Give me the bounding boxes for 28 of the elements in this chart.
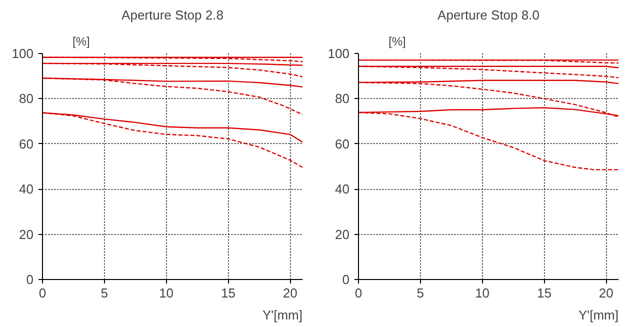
- x-tick-label: 15: [536, 286, 552, 300]
- y-tick-label: 80: [335, 91, 350, 106]
- x-tick-label: 15: [220, 286, 236, 300]
- y-axis-title: [%]: [388, 34, 406, 48]
- x-tick-label: 0: [38, 286, 46, 300]
- y-tick-label: 80: [19, 91, 34, 106]
- y-tick-label: 40: [19, 182, 34, 197]
- chart-title: Aperture Stop 8.0: [438, 8, 540, 22]
- y-tick-label: 20: [19, 226, 34, 242]
- x-axis-title: Y'[mm]: [262, 308, 303, 322]
- y-tick-label: 60: [19, 136, 34, 152]
- x-tick-label: 20: [282, 286, 298, 300]
- x-axis-title: Y'[mm]: [578, 308, 619, 322]
- chart-title: Aperture Stop 2.8: [122, 8, 224, 22]
- x-tick-label: 20: [598, 286, 614, 300]
- x-tick-label: 0: [354, 286, 362, 300]
- y-tick-label: 0: [26, 272, 34, 287]
- y-tick-label: 100: [12, 46, 34, 61]
- y-tick-label: 60: [335, 136, 350, 152]
- x-tick-label: 10: [159, 286, 174, 300]
- x-tick-label: 10: [475, 286, 490, 300]
- y-tick-label: 0: [342, 272, 350, 287]
- x-tick-label: 5: [416, 286, 424, 300]
- x-tick-label: 5: [100, 286, 108, 300]
- y-tick-label: 100: [328, 46, 350, 61]
- y-axis-title: [%]: [72, 34, 90, 48]
- y-tick-label: 40: [335, 182, 350, 197]
- y-tick-label: 20: [335, 226, 350, 242]
